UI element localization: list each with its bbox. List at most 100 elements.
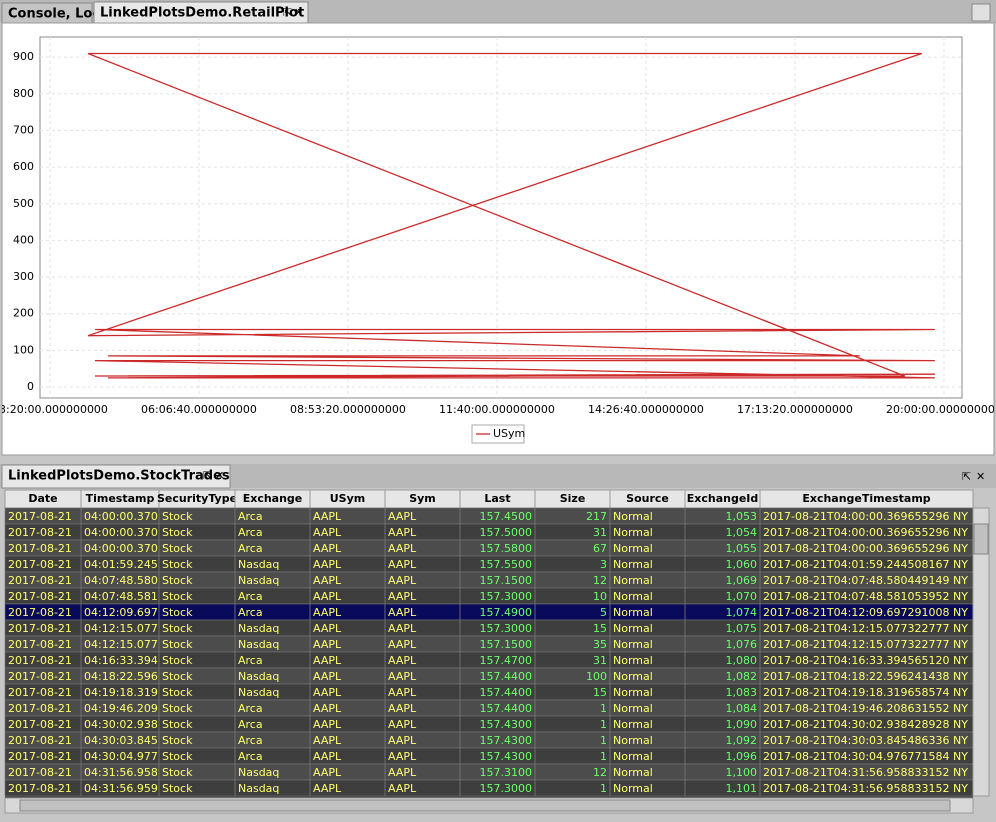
float-icon[interactable]: ⇱ xyxy=(283,6,292,19)
tab-label[interactable]: Console, Log xyxy=(8,7,102,22)
tab-label[interactable]: LinkedPlotsDemo.StockTrades xyxy=(8,469,230,484)
cell: AAPL xyxy=(313,622,342,635)
cell: 2017-08-21T04:00:00.369655296 NY xyxy=(763,510,968,523)
y-tick-label: 500 xyxy=(13,197,34,210)
table-row[interactable] xyxy=(5,636,973,652)
table-row[interactable] xyxy=(5,588,973,604)
column-header-label[interactable]: Sym xyxy=(409,492,436,505)
cell: AAPL xyxy=(388,590,417,603)
tab-active[interactable] xyxy=(1,464,231,489)
column-header-label[interactable]: ExchangeId xyxy=(687,492,759,505)
cell: 2017-08-21T04:07:48.581053952 NY xyxy=(763,590,968,603)
close-icon[interactable]: ✕ xyxy=(215,469,224,482)
column-header-label[interactable]: Size xyxy=(560,492,586,505)
table-row[interactable] xyxy=(5,508,973,524)
cell: AAPL xyxy=(313,782,342,795)
scroll-thumb[interactable] xyxy=(973,523,989,555)
cell: 2017-08-21 xyxy=(8,766,72,779)
cell: 1,080 xyxy=(726,654,758,667)
cell: Normal xyxy=(613,558,653,571)
cell: 04:00:00.370 xyxy=(84,526,158,539)
cell: 2017-08-21 xyxy=(8,734,72,747)
close-icon[interactable]: ✕ xyxy=(294,6,303,19)
table-row[interactable] xyxy=(5,652,973,668)
vertical-scrollbar[interactable] xyxy=(972,507,990,797)
cell: AAPL xyxy=(313,526,342,539)
cell: 157.3000 xyxy=(480,622,533,635)
cell: 2017-08-21 xyxy=(8,510,72,523)
cell: 1,055 xyxy=(726,542,758,555)
table-row[interactable] xyxy=(5,684,973,700)
cell: 157.1500 xyxy=(480,638,533,651)
cell: Normal xyxy=(613,702,653,715)
cell: 1,070 xyxy=(726,590,758,603)
cell: Arca xyxy=(238,590,263,603)
column-header-label[interactable]: SecurityType xyxy=(157,492,237,505)
cell: Normal xyxy=(613,782,653,795)
cell: Arca xyxy=(238,734,263,747)
table-row[interactable] xyxy=(5,716,973,732)
cell: 15 xyxy=(593,686,607,699)
series-line xyxy=(87,52,935,379)
cell: 157.5800 xyxy=(480,542,533,555)
cell: AAPL xyxy=(388,750,417,763)
y-tick-label: 0 xyxy=(27,380,34,393)
column-header-label[interactable]: Date xyxy=(28,492,57,505)
table-row[interactable] xyxy=(5,556,973,572)
tab-label[interactable]: LinkedPlotsDemo.RetailPlot xyxy=(100,6,304,21)
cell: Nasdaq xyxy=(238,558,279,571)
table-row[interactable] xyxy=(5,604,973,620)
scroll-thumb[interactable] xyxy=(19,799,951,812)
table-row[interactable] xyxy=(5,748,973,764)
cell: 2017-08-21 xyxy=(8,526,72,539)
column-header-label[interactable]: USym xyxy=(330,492,366,505)
table-row[interactable] xyxy=(5,780,973,796)
cell: Stock xyxy=(162,606,193,619)
table-row[interactable] xyxy=(5,620,973,636)
cell: 157.4400 xyxy=(480,686,533,699)
cell: AAPL xyxy=(313,718,342,731)
table-row[interactable] xyxy=(5,700,973,716)
chart: 0 100 200 300 400 500 600 700 800 900 03:20:00.000… xyxy=(0,36,994,444)
float-icon[interactable]: ⇱ xyxy=(203,469,212,482)
y-tick-label: 200 xyxy=(13,307,34,320)
cell: 157.4300 xyxy=(480,750,533,763)
float-icon[interactable]: ⇱ xyxy=(962,470,971,483)
cell: 157.1500 xyxy=(480,574,533,587)
cell: AAPL xyxy=(388,526,417,539)
table-row[interactable] xyxy=(5,668,973,684)
cell: 217 xyxy=(586,510,607,523)
column-header-label[interactable]: Source xyxy=(626,492,669,505)
cell: 157.3000 xyxy=(480,782,533,795)
legend-label: USym xyxy=(493,427,525,440)
cell: AAPL xyxy=(388,702,417,715)
cell: 1 xyxy=(600,718,607,731)
column-header-label[interactable]: Exchange xyxy=(243,492,303,505)
column-header-label[interactable]: ExchangeTimestamp xyxy=(802,492,930,505)
table-row[interactable] xyxy=(5,524,973,540)
table-row[interactable] xyxy=(5,540,973,556)
maximize-button[interactable] xyxy=(971,3,991,22)
column-header-label[interactable]: Timestamp xyxy=(86,492,155,505)
cell: Stock xyxy=(162,670,193,683)
cell: Stock xyxy=(162,782,193,795)
column-header-label[interactable]: Last xyxy=(484,492,510,505)
cell: AAPL xyxy=(313,590,342,603)
cell: AAPL xyxy=(388,574,417,587)
cell: 2017-08-21 xyxy=(8,702,72,715)
cell: 100 xyxy=(586,670,607,683)
cell: Nasdaq xyxy=(238,638,279,651)
cell: 04:31:56.958 xyxy=(84,766,158,779)
cell: AAPL xyxy=(388,638,417,651)
cell: 1,101 xyxy=(726,782,758,795)
close-icon[interactable]: ✕ xyxy=(976,470,985,483)
cell: 04:07:48.580 xyxy=(84,574,158,587)
cell: Nasdaq xyxy=(238,574,279,587)
legend-box xyxy=(471,424,525,444)
table-row[interactable] xyxy=(5,572,973,588)
cell: 2017-08-21T04:16:33.394565120 NY xyxy=(763,654,968,667)
x-tick-label: 03:20:00.000000000 xyxy=(0,403,108,416)
table-row[interactable] xyxy=(5,732,973,748)
table-row[interactable] xyxy=(5,764,973,780)
cell: 2017-08-21T04:12:15.077322777 NY xyxy=(763,638,968,651)
